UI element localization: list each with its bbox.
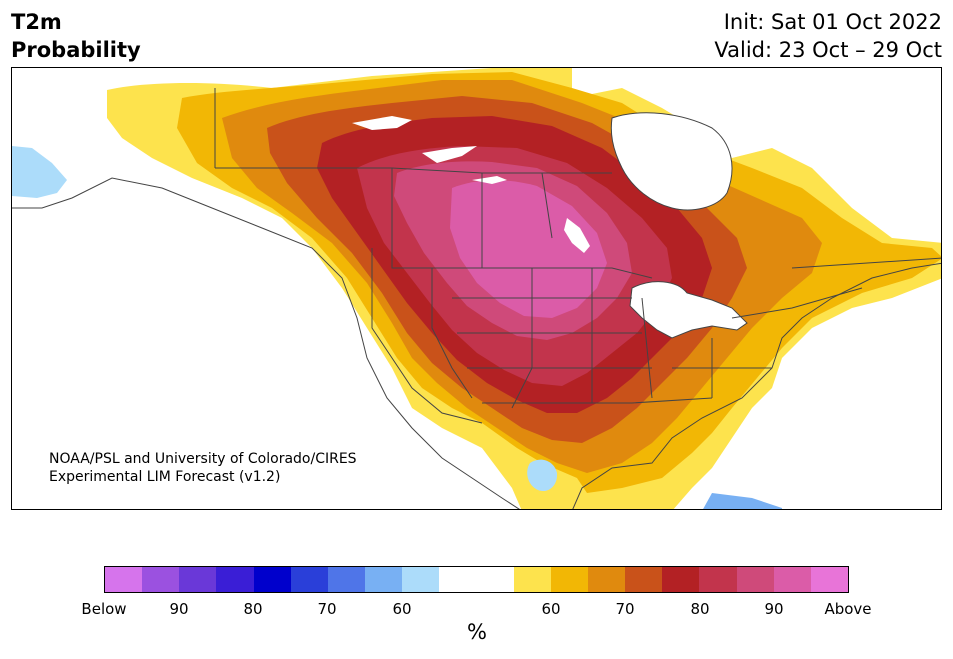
colorbar-segment-above-5 xyxy=(699,567,737,592)
colorbar-label-above: Above xyxy=(824,600,872,618)
colorbar-label-above-60: 60 xyxy=(541,600,561,618)
init-date: Init: Sat 01 Oct 2022 xyxy=(723,10,942,34)
colorbar-segment-below-5 xyxy=(290,567,328,592)
hudson-bay xyxy=(610,112,733,211)
product-title: Probability xyxy=(11,38,141,62)
colorbar-segment-below-1 xyxy=(142,567,180,592)
colorbar-segment-below-4 xyxy=(253,567,291,592)
colorbar-segment-below-7 xyxy=(365,567,403,592)
great-lakes xyxy=(629,281,748,339)
valid-range: Valid: 23 Oct – 29 Oct xyxy=(714,38,942,62)
colorbar-segment-above-4 xyxy=(662,567,700,592)
colorbar-segment-above-7 xyxy=(773,567,811,592)
colorbar-segment-above-2 xyxy=(588,567,626,592)
colorbar-label-below-60: 60 xyxy=(392,600,412,618)
below-60-area-caribbean xyxy=(703,493,782,509)
below-60-area-alaska xyxy=(12,146,67,198)
credit-text: NOAA/PSL and University of Colorado/CIRE… xyxy=(49,450,357,486)
colorbar-label-above-90: 90 xyxy=(764,600,784,618)
great-slave-lake xyxy=(422,146,477,163)
variable-title: T2m xyxy=(11,10,62,34)
lake-winnipeg xyxy=(564,218,590,253)
colorbar-label-below: Below xyxy=(81,600,127,618)
political-borders xyxy=(214,88,941,424)
prob-95-area xyxy=(450,180,607,318)
date-block: Init: Sat 01 Oct 2022 Valid: 23 Oct – 29… xyxy=(714,8,942,64)
map-svg xyxy=(12,68,941,509)
colorbar-segment-below-2 xyxy=(179,567,217,592)
coastline xyxy=(12,177,941,509)
colorbar xyxy=(104,566,849,593)
colorbar-segment-below-8 xyxy=(402,567,440,592)
great-bear-lake xyxy=(352,116,412,130)
colorbar-segment-above-3 xyxy=(625,567,663,592)
colorbar-label-above-70: 70 xyxy=(615,600,635,618)
colorbar-label-above-80: 80 xyxy=(690,600,710,618)
credit-line-1: NOAA/PSL and University of Colorado/CIRE… xyxy=(49,451,357,467)
colorbar-segment-below-0 xyxy=(105,567,143,592)
colorbar-label-below-80: 80 xyxy=(243,600,263,618)
colorbar-segment-above-0 xyxy=(513,567,551,592)
colorbar-label-below-90: 90 xyxy=(169,600,189,618)
forecast-map xyxy=(11,67,942,510)
title-block: T2m Probability xyxy=(11,8,141,64)
colorbar-segment-neutral xyxy=(439,567,514,592)
colorbar-segment-above-1 xyxy=(550,567,589,592)
credit-line-2: Experimental LIM Forecast (v1.2) xyxy=(49,469,281,485)
colorbar-segment-above-8 xyxy=(810,567,849,592)
colorbar-segment-above-6 xyxy=(736,567,774,592)
colorbar-label-below-70: 70 xyxy=(317,600,337,618)
below-60-area-mexico xyxy=(527,459,558,492)
colorbar-segment-below-6 xyxy=(327,567,366,592)
lake-athabasca xyxy=(472,176,507,184)
colorbar-segment-below-3 xyxy=(216,567,254,592)
colorbar-unit: % xyxy=(467,620,487,644)
